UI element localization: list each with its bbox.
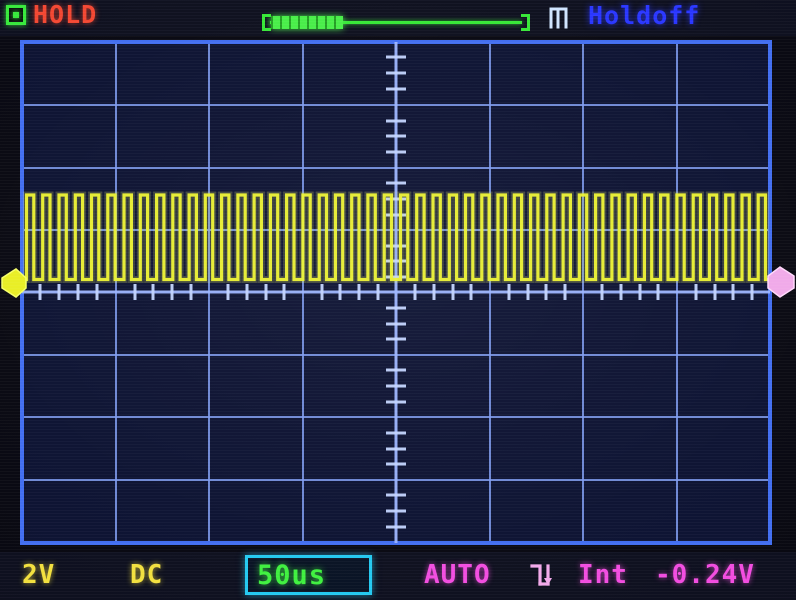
position-bar-fill[interactable] <box>271 16 343 29</box>
coupling-label[interactable]: DC <box>130 560 164 590</box>
falling-edge-icon[interactable] <box>529 562 555 590</box>
holdoff-label[interactable]: Holdoff <box>588 1 701 30</box>
waveform-ch1 <box>22 191 770 283</box>
bottom-status-bar: 2V DC 50us AUTO Int -0.24V <box>0 552 796 600</box>
trigger-level-label[interactable]: -0.24V <box>655 560 755 590</box>
ch1-ground-marker[interactable] <box>1 268 27 298</box>
position-bar-track <box>270 21 522 24</box>
top-status-bar: HOLD Holdoff <box>0 0 796 36</box>
position-bar-right-bracket <box>521 14 530 31</box>
timebase-label: 50us <box>257 560 327 591</box>
horizontal-position-bar[interactable] <box>262 14 530 31</box>
trigger-level-marker[interactable] <box>767 266 795 298</box>
center-vertical-axis <box>386 42 406 543</box>
timebase-selector[interactable]: 50us <box>245 555 372 595</box>
position-bar-left-bracket <box>262 14 271 31</box>
volts-per-div-label[interactable]: 2V <box>22 560 56 590</box>
graticule-area <box>0 36 796 552</box>
green-square-icon <box>6 5 26 25</box>
graticule-svg <box>0 36 796 552</box>
trigger-mode-label[interactable]: AUTO <box>424 560 491 590</box>
pulse-trigger-icon[interactable] <box>549 5 571 29</box>
hold-indicator[interactable]: HOLD <box>6 0 98 29</box>
trigger-source-label[interactable]: Int <box>578 560 628 590</box>
hold-label: HOLD <box>33 0 98 29</box>
